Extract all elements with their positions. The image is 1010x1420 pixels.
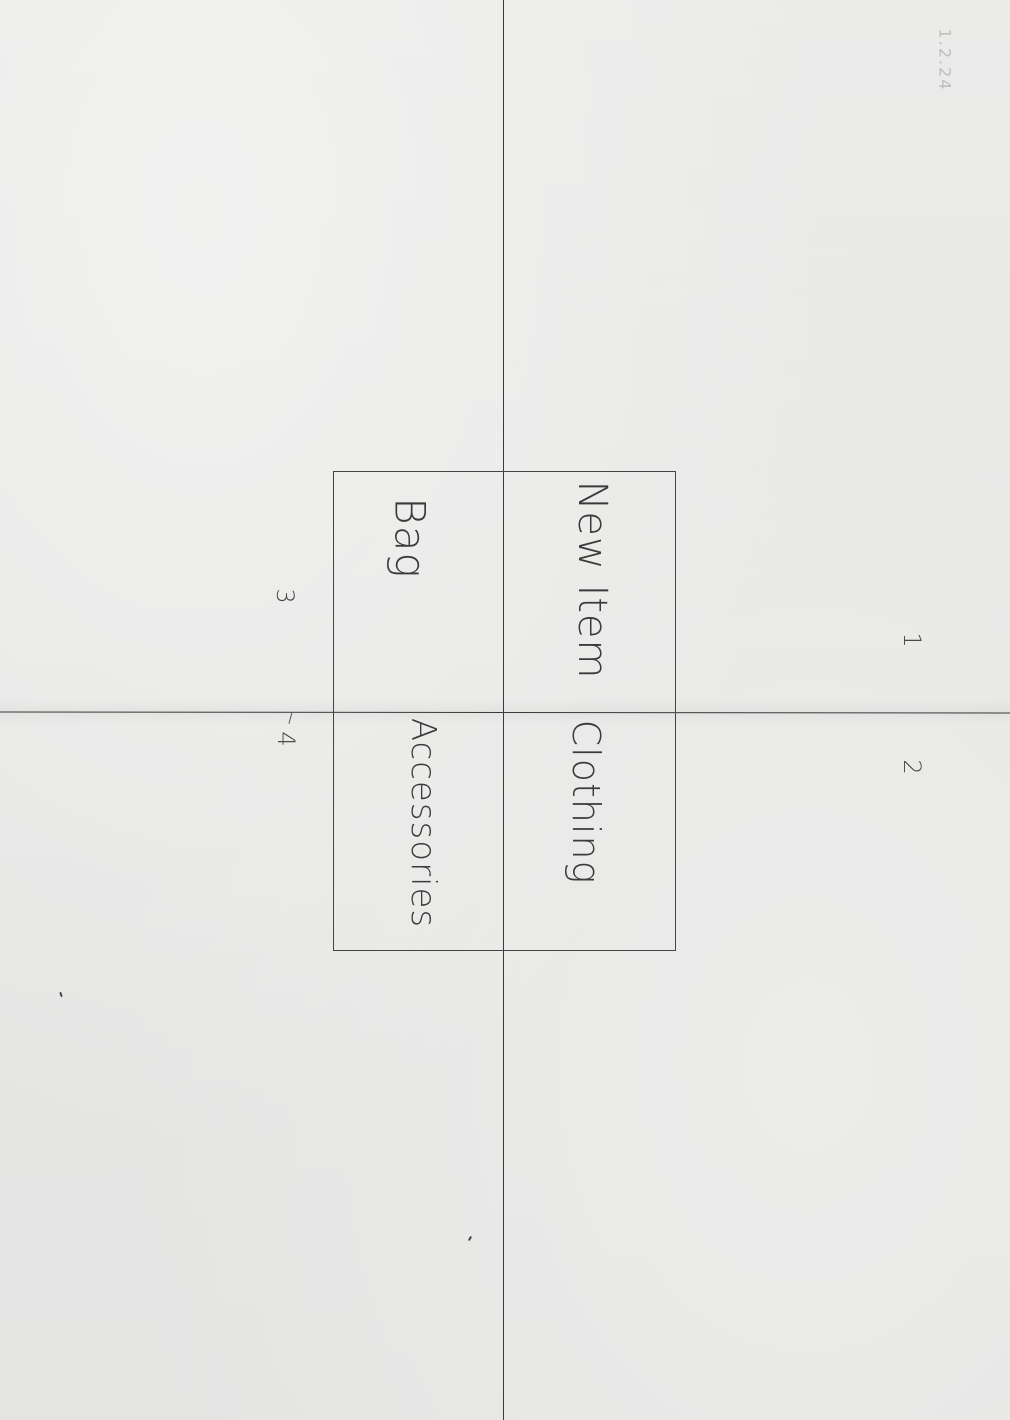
- menu-label-bag[interactable]: Bag: [385, 497, 435, 579]
- menu-label-accessories[interactable]: Accessories: [403, 717, 443, 929]
- quadrant-number-2: 2: [898, 759, 926, 775]
- pencil-speck: [59, 991, 63, 998]
- menu-label-new-item[interactable]: New Item: [569, 480, 615, 680]
- menu-box: [333, 471, 676, 951]
- quadrant-number-1: 1: [898, 632, 926, 648]
- quadrant-number-3: 3: [271, 588, 299, 604]
- pencil-speck: [467, 1235, 473, 1242]
- quadrant-number-4: 4: [272, 731, 300, 747]
- date-note: 1.2.24: [935, 28, 955, 92]
- menu-label-clothing[interactable]: Clothing: [564, 719, 608, 885]
- vertical-center-line: [503, 0, 505, 1420]
